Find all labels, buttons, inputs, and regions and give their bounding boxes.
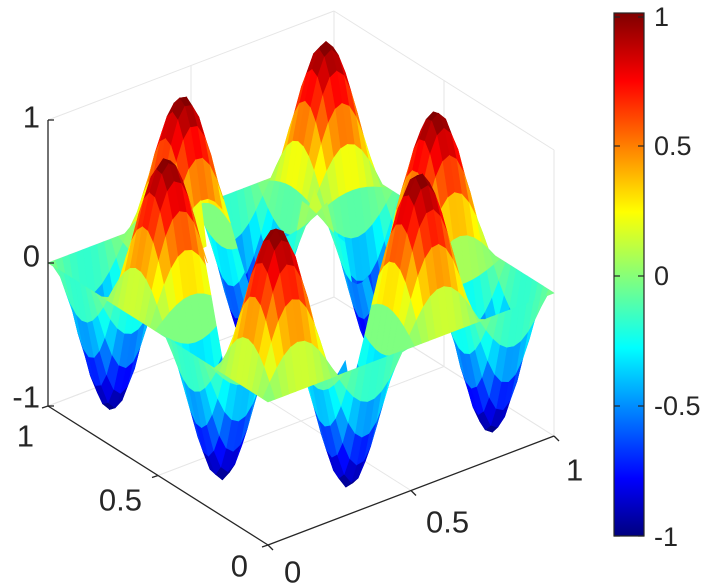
colorbar-gradient [613,12,645,537]
colorbar-tick-0: 0 [654,261,669,291]
grid-line [47,10,335,121]
surface-patch [321,202,335,234]
y-tick-mark [151,474,159,479]
surface-patch [262,382,276,403]
y-tick-0: 0 [231,549,248,584]
x-tick-1: 1 [566,453,583,488]
x-tick-0: 0 [284,555,301,588]
x-tick-mark [267,544,274,551]
surface-patch [308,188,323,214]
colorbar-tick-0.5: 0.5 [654,131,692,161]
y-tick-mark [261,544,269,548]
surface-patch [338,237,352,283]
x-tick-0.5: 0.5 [426,505,469,540]
tick-labels: 1 0 -1 1 0.5 0 0 0.5 1 [12,100,583,588]
x-tick-mark [553,435,560,442]
colorbar-tick-minus0.5: -0.5 [654,391,701,421]
colorbar-tick-minus1: -1 [654,522,678,552]
z-tick-1: 1 [23,100,40,135]
grid-line [333,10,555,151]
axes-lines [41,119,560,551]
y-tick-mark [41,405,49,409]
z-tick-0: 0 [23,239,40,274]
z-tick-minus1: -1 [12,380,40,415]
y-tick-0.5: 0.5 [99,483,142,518]
y-tick-1: 1 [17,419,34,454]
x-tick-mark [410,490,417,496]
surface-mesh [47,41,555,488]
colorbar-tick-marks [614,16,644,537]
surface-patch [296,200,310,232]
colorbar: 1 0.5 0 -0.5 -1 [613,2,701,552]
colorbar-tick-1: 1 [654,2,669,32]
